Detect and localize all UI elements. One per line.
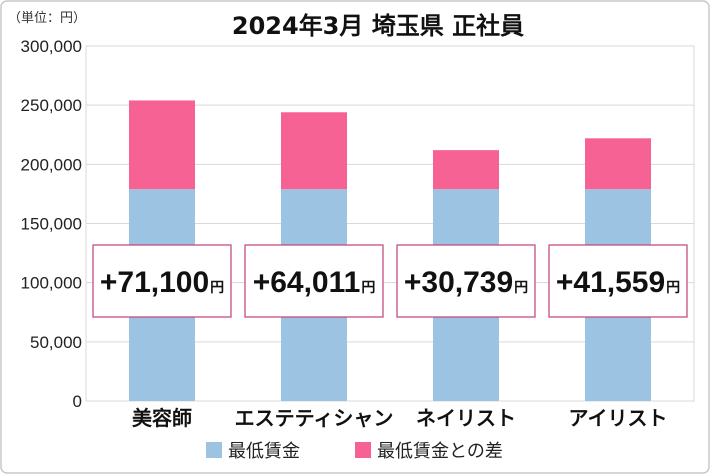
bar-difference <box>433 150 499 190</box>
y-tick-label: 300,000 <box>21 37 82 56</box>
bar-difference <box>281 112 347 190</box>
y-tick-labels: 0 50,000 100,000 150,000 200,000 250,000 300,0… <box>21 37 82 411</box>
y-tick-label: 200,000 <box>21 155 82 174</box>
callout-frame <box>92 244 232 318</box>
callout-box: +41,559円 <box>548 244 688 318</box>
chart-title: 2024年3月 埼玉県 正社員 <box>232 12 524 40</box>
callout-layer: +71,100円 +64,011円 +30,739円 +41,559円 <box>92 244 688 318</box>
y-tick-label: 150,000 <box>21 215 82 234</box>
unit-label: （単位：円） <box>8 10 86 26</box>
y-tick-label: 0 <box>73 392 82 411</box>
y-tick-label: 50,000 <box>30 333 82 352</box>
category-label: エステティシャン <box>235 406 394 430</box>
callout-frame <box>548 244 688 318</box>
callout-value: +64,011円 <box>253 266 376 299</box>
category-labels: 美容師 エステティシャン ネイリスト アイリスト <box>132 406 668 430</box>
legend: 最低賃金 最低賃金との差 <box>206 441 503 462</box>
legend-swatch-minimum-wage <box>206 442 222 458</box>
callout-box: +71,100円 <box>92 244 232 318</box>
callout-value: +30,739円 <box>404 266 528 299</box>
callout-frame <box>244 244 384 318</box>
category-label: 美容師 <box>132 406 192 430</box>
category-label: ネイリスト <box>416 406 516 430</box>
bar-difference <box>129 100 195 190</box>
legend-label: 最低賃金との差 <box>377 441 503 462</box>
legend-label: 最低賃金 <box>228 441 300 462</box>
callout-value: +71,100円 <box>100 266 224 299</box>
callout-box: +30,739円 <box>396 244 536 318</box>
legend-swatch-difference <box>355 442 371 458</box>
y-tick-label: 250,000 <box>21 96 82 115</box>
callout-frame <box>396 244 536 318</box>
callout-box: +64,011円 <box>244 244 384 318</box>
callout-value: +41,559円 <box>556 266 680 299</box>
bar-difference <box>585 138 651 190</box>
y-tick-label: 100,000 <box>21 274 82 293</box>
category-label: アイリスト <box>569 406 668 430</box>
